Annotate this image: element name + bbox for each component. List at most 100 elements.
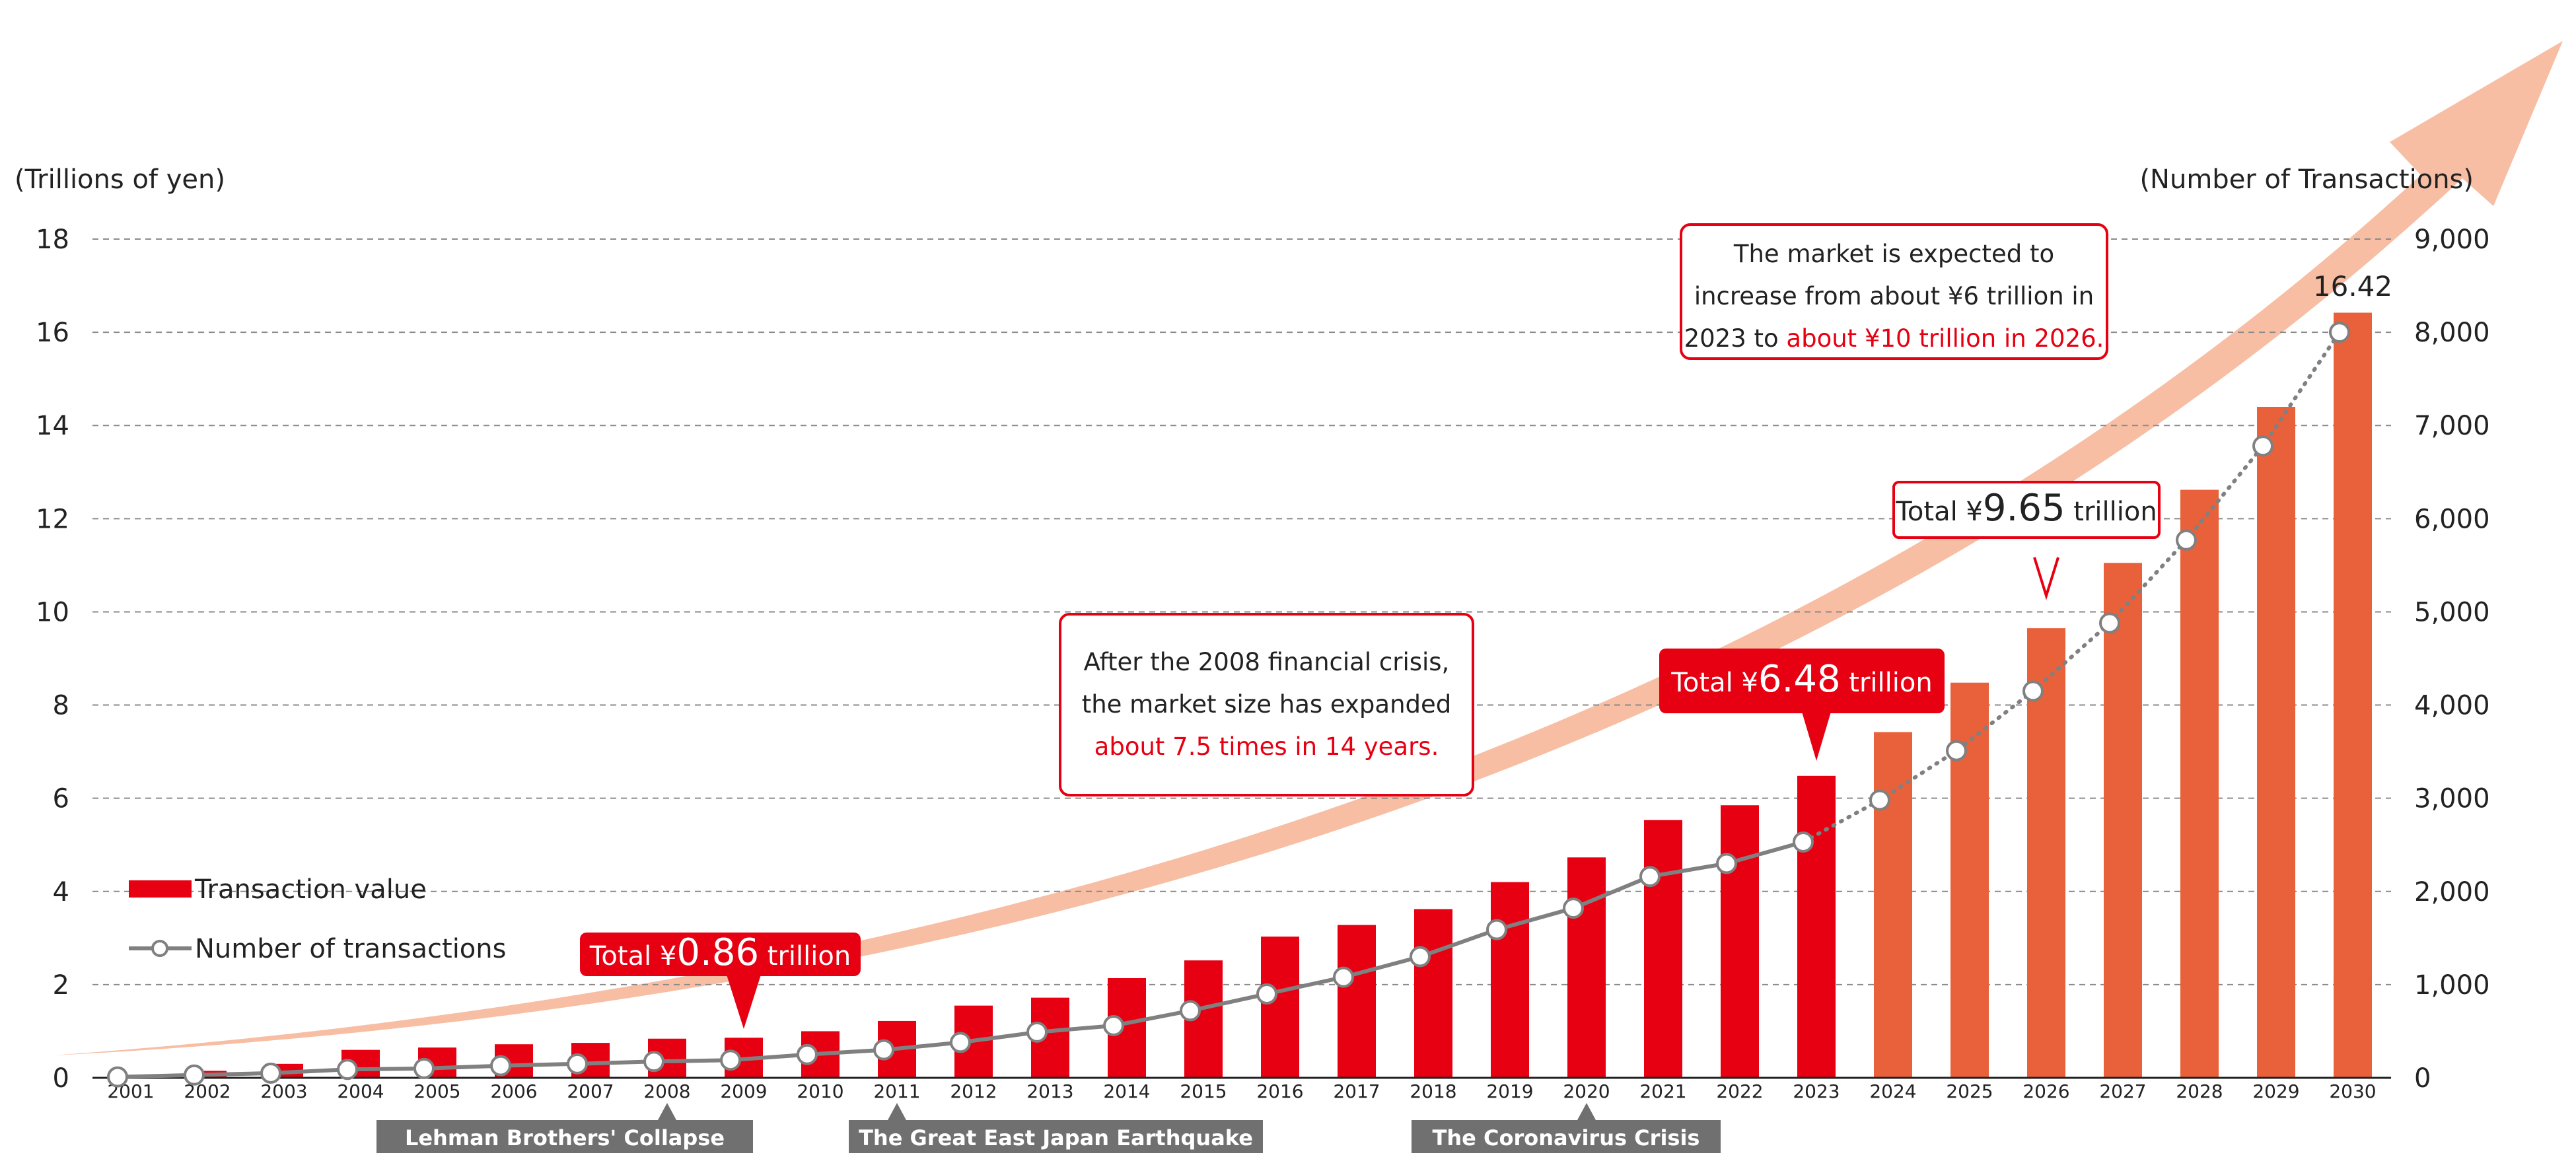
annotation-line: increase from about ¥6 trillion in — [1694, 282, 2094, 310]
x-tick-label: 2026 — [2022, 1080, 2069, 1102]
bar — [1644, 820, 1682, 1078]
event-labels: Lehman Brothers' Collapse The Great East … — [376, 1103, 1721, 1153]
x-tick-label: 2027 — [2099, 1080, 2146, 1102]
annotation-text: After the 2008 financial crisis, — [1084, 648, 1450, 676]
line-point — [2252, 435, 2273, 457]
bar — [2257, 407, 2295, 1078]
x-tick-label: 2006 — [490, 1080, 537, 1102]
line-point — [1333, 966, 1354, 988]
event-box — [376, 1120, 753, 1153]
callout-prefix: Total ¥ — [1895, 497, 1983, 527]
left-tick-label: 4 — [53, 877, 69, 907]
event-label: Lehman Brothers' Collapse — [376, 1103, 753, 1153]
line-point — [797, 1043, 818, 1065]
annotation-box: The market is expected to increase from a… — [1680, 223, 2108, 360]
callout-text: Total ¥9.65 trillion — [1895, 487, 2157, 530]
right-tick-label: 5,000 — [2414, 597, 2490, 627]
bar-series — [112, 312, 2372, 1078]
line-point — [873, 1039, 894, 1061]
x-tick-label: 2008 — [643, 1080, 690, 1102]
line-point — [1793, 831, 1814, 853]
event-label: The Coronavirus Crisis — [1412, 1103, 1721, 1153]
left-tick-label: 18 — [36, 225, 69, 255]
line-series — [107, 322, 2350, 1088]
annotation-text: 2023 to — [1684, 324, 1787, 353]
right-tick-label: 3,000 — [2414, 784, 2490, 814]
x-tick-label: 2025 — [1946, 1080, 1993, 1102]
bar — [1721, 805, 1759, 1078]
line-point — [950, 1032, 971, 1053]
line-point — [490, 1055, 511, 1077]
left-tick-label: 16 — [36, 318, 69, 348]
left-tick-label: 12 — [36, 504, 69, 534]
annotation-line: 2023 to about ¥10 trillion in 2026. — [1684, 324, 2104, 353]
legend: Transaction value Number of transactions — [129, 874, 506, 964]
callout-suffix: trillion — [2065, 497, 2157, 527]
line-forecast — [1801, 330, 2342, 844]
callout-pointer — [1802, 712, 1831, 761]
line-point — [107, 1066, 128, 1088]
right-tick-label: 9,000 — [2414, 225, 2490, 255]
event-text: Lehman Brothers' Collapse — [405, 1125, 725, 1150]
legend-label: Transaction value — [194, 874, 427, 905]
callout-text: Total ¥6.48 trillion — [1670, 658, 1932, 701]
x-tick-label: 2013 — [1026, 1080, 1073, 1102]
left-tick-label: 2 — [53, 970, 69, 1001]
x-tick-label: 2004 — [337, 1080, 384, 1102]
event-text: The Great East Japan Earthquake — [859, 1125, 1253, 1150]
event-pointer — [1577, 1103, 1596, 1120]
line-point — [2329, 322, 2350, 343]
bar — [2104, 563, 2142, 1078]
line-point — [1256, 983, 1277, 1005]
annotation-line: The market is expected to — [1733, 240, 2054, 268]
bar — [1797, 775, 1836, 1078]
line-point — [643, 1051, 664, 1073]
bar — [2180, 489, 2219, 1078]
event-text: The Coronavirus Crisis — [1433, 1125, 1700, 1150]
callout-2026: Total ¥9.65 trillion — [1892, 481, 2161, 600]
event-box — [1412, 1120, 1721, 1153]
line-point — [2099, 612, 2120, 634]
line-point — [413, 1057, 435, 1079]
callout-box — [1659, 649, 1945, 713]
right-tick-label: 2,000 — [2414, 877, 2490, 907]
bar — [1491, 882, 1529, 1078]
legend-line-marker — [151, 940, 168, 957]
callout-pointer — [727, 975, 761, 1029]
left-tick-label: 14 — [36, 411, 69, 441]
line-point — [1180, 1000, 1201, 1022]
line-point — [2022, 680, 2044, 702]
x-tick-labels: 2001 2002 2003 2004 2005 2006 2007 2008 2009 2010… — [107, 1080, 2376, 1102]
callout-suffix: trillion — [1841, 668, 1933, 698]
x-tick-label: 2020 — [1563, 1080, 1610, 1102]
bar — [2027, 628, 2065, 1078]
callout-value: 0.86 — [676, 931, 759, 974]
event-pointer — [658, 1103, 676, 1120]
annotation-line: about 7.5 times in 14 years. — [1094, 732, 1439, 761]
line-point — [1639, 866, 1661, 888]
bar — [2334, 312, 2372, 1078]
annotation-text: increase from about ¥6 trillion in — [1694, 282, 2094, 310]
right-tick-label: 8,000 — [2414, 318, 2490, 348]
x-tick-label: 2007 — [567, 1080, 614, 1102]
x-tick-label: 2009 — [720, 1080, 767, 1102]
left-axis-label: (Trillions of yen) — [15, 164, 225, 195]
line-point — [2176, 529, 2197, 551]
x-tick-label: 2010 — [797, 1080, 843, 1102]
callout-value: 6.48 — [1758, 658, 1841, 701]
x-tick-label: 2017 — [1333, 1080, 1380, 1102]
line-point — [1946, 740, 1967, 761]
bar — [1261, 936, 1299, 1078]
x-tick-label: 2024 — [1869, 1080, 1916, 1102]
callout-pointer — [2033, 557, 2059, 600]
annotation-frame — [1680, 223, 2108, 360]
callout-2023: Total ¥6.48 trillion — [1659, 649, 1945, 761]
callout-text: Total ¥0.86 trillion — [589, 931, 851, 974]
callout-prefix: Total ¥ — [1670, 668, 1758, 698]
event-box — [849, 1120, 1263, 1153]
x-tick-label: 2028 — [2176, 1080, 2223, 1102]
x-tick-label: 2014 — [1103, 1080, 1150, 1102]
left-tick-label: 10 — [36, 597, 69, 627]
